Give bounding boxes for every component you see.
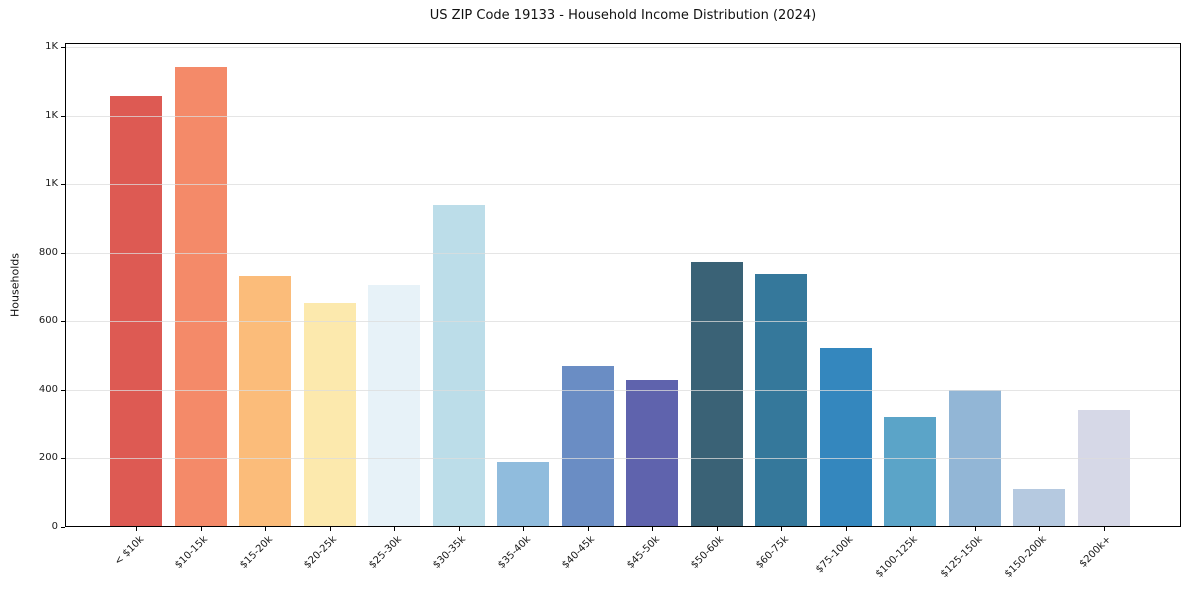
bar [884,416,936,527]
x-tick-label: $40-45k [560,534,598,571]
y-tick-mark [61,527,65,528]
y-tick-label: 0 [51,521,58,532]
gridline [66,47,1180,49]
bar [690,262,743,527]
bar [755,274,807,527]
x-tick-label: $15-20k [237,534,275,571]
x-tick-label: $35-40k [495,534,533,571]
bar [1013,488,1065,527]
x-tick-mark [1039,527,1040,531]
y-tick-label: 1K [45,109,58,121]
x-tick-mark [781,527,782,531]
y-tick-mark [61,458,65,460]
gridline [66,389,1180,391]
x-tick-label: $30-35k [431,534,469,571]
x-tick-label: $20-25k [302,534,340,571]
y-tick-mark [61,115,65,117]
x-tick-mark [523,527,524,531]
x-tick-mark [910,527,911,531]
gridline [66,321,1180,323]
bar [368,285,420,527]
x-tick-mark [136,527,137,531]
x-tick-label: < $10k [112,534,146,568]
y-tick-label: 1K [45,41,58,53]
y-tick-mark [61,389,65,391]
bar [432,205,485,527]
bar [497,461,549,527]
x-tick-mark [974,527,976,531]
x-tick-mark [200,527,202,531]
x-tick-label: $45-50k [624,534,662,571]
y-tick-mark [61,321,65,323]
x-tick-label: $100-125k [873,534,920,580]
bar [239,276,291,527]
gridline [66,184,1180,186]
y-tick-label: 600 [38,315,58,327]
x-tick-mark [716,527,718,531]
y-tick-label: 1K [45,178,58,190]
bar [819,348,872,527]
bar [174,66,227,527]
y-tick-mark [61,252,65,254]
y-tick-label: 800 [38,246,58,258]
bar [561,365,614,527]
y-tick-label: 400 [38,383,58,395]
chart-title: US ZIP Code 19133 - Household Income Dis… [429,8,817,23]
y-tick-mark [61,47,65,49]
x-tick-mark [845,527,847,531]
bar [110,95,162,527]
x-tick-mark [394,527,395,531]
gridline [66,115,1180,117]
x-tick-mark [1103,527,1105,531]
x-tick-label: $200k+ [1077,534,1114,570]
bar [1077,409,1130,527]
x-tick-mark [265,527,266,531]
y-tick-mark [61,184,65,186]
x-tick-label: $125-150k [938,534,985,580]
bar [626,379,678,527]
x-tick-label: $150-200k [1002,534,1049,580]
x-tick-mark [587,527,589,531]
gridline [66,252,1180,254]
x-tick-label: $60-75k [753,534,791,571]
x-tick-label: $75-100k [813,534,856,576]
gridline [66,458,1180,460]
y-tick-label: 200 [38,452,58,464]
x-tick-label: $25-30k [366,534,404,571]
plot-area-frame [65,43,1181,527]
y-axis-label: Households [8,253,22,317]
x-tick-label: $10-15k [173,534,211,571]
x-tick-mark [458,527,460,531]
bar [948,389,1001,527]
x-tick-label: $50-60k [689,534,727,571]
x-tick-mark [652,527,653,531]
x-tick-mark [329,527,331,531]
bar [303,303,356,527]
